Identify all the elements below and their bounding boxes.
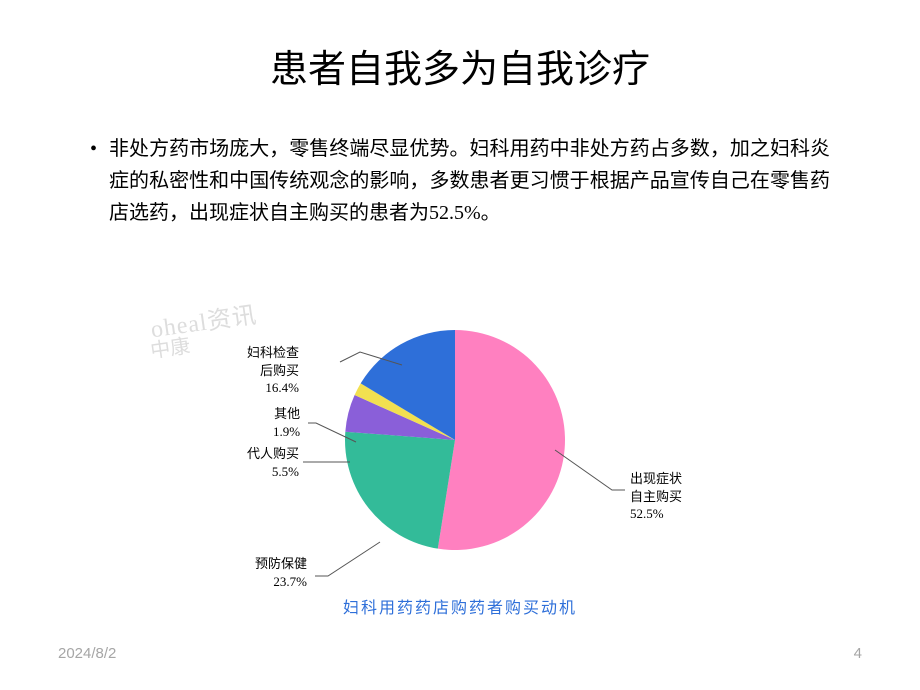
leader-line (308, 423, 356, 442)
body-text: 非处方药市场庞大，零售终端尽显优势。妇科用药中非处方药占多数，加之妇科炎症的私密… (109, 133, 830, 229)
slice-label: 出现症状自主购买52.5% (630, 470, 682, 523)
watermark-text-2: 中康 (148, 329, 192, 363)
leader-line (555, 450, 625, 490)
slice-label: 代人购买5.5% (247, 445, 299, 480)
slice-label: 其他1.9% (273, 405, 300, 440)
slide-title: 患者自我多为自我诊疗 (0, 0, 920, 93)
slice-label: 妇科检查后购买16.4% (247, 344, 299, 397)
footer-date: 2024/8/2 (58, 645, 116, 662)
leader-line (340, 352, 402, 365)
leader-line (315, 542, 380, 576)
body-paragraph: • 非处方药市场庞大，零售终端尽显优势。妇科用药中非处方药占多数，加之妇科炎症的… (90, 133, 830, 229)
bullet-marker: • (90, 133, 97, 229)
footer-page-number: 4 (854, 645, 862, 662)
pie-chart: 出现症状自主购买52.5% 预防保健23.7% 代人购买5.5% 其他1.9% 妇科检查… (200, 290, 720, 630)
slice-label: 预防保健23.7% (255, 555, 307, 590)
chart-caption: 妇科用药药店购药者购买动机 (200, 594, 720, 618)
